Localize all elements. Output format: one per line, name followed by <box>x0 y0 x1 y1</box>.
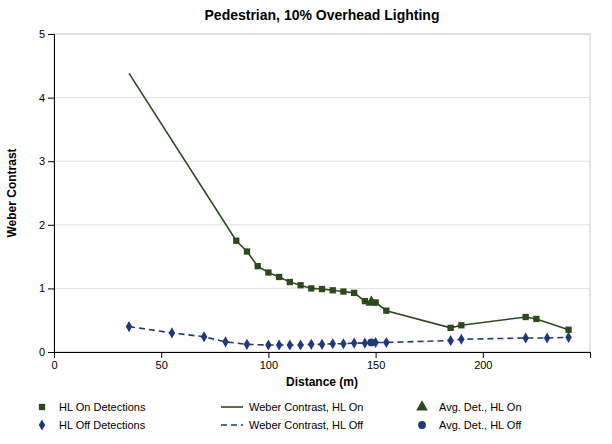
tick-label: 4 <box>39 92 45 104</box>
x-axis-title: Distance (m) <box>286 375 358 389</box>
tick-mark <box>48 98 54 99</box>
marks <box>126 73 572 350</box>
legend-swatch <box>416 400 428 410</box>
tick-label: 2 <box>39 219 45 231</box>
grid <box>54 34 590 352</box>
legend: HL On Detections Weber Contrast, HL On Avg… <box>39 400 523 431</box>
tick: 0 <box>51 352 57 371</box>
tick-label: 3 <box>39 155 45 167</box>
plot-frame <box>54 34 590 352</box>
tick-label: 5 <box>39 28 45 40</box>
tick: 50 <box>156 352 168 371</box>
legend-item: HL Off Detections <box>39 419 146 431</box>
legend-item: Avg. Det., HL Off <box>418 419 522 431</box>
legend-swatch <box>39 419 45 430</box>
chart: 0 50 100 150 200 0 1 2 3 4 5 Pedestrian, 10% Overhe… <box>0 0 612 444</box>
legend-label: HL Off Detections <box>59 419 146 431</box>
axis-line <box>48 35 55 353</box>
tick: 3 <box>39 155 54 167</box>
grid-line <box>54 161 590 162</box>
legend-item: Avg. Det., HL On <box>416 400 521 413</box>
legend-label: Avg. Det., HL On <box>439 401 522 413</box>
legend-label: Weber Contrast, HL Off <box>249 419 364 431</box>
tick: 0 <box>39 346 54 358</box>
line <box>129 327 569 345</box>
tick: 100 <box>260 352 278 371</box>
title: Pedestrian, 10% Overhead Lighting <box>205 7 440 23</box>
tick-mark <box>48 34 54 35</box>
y-axis: 0 1 2 3 4 5 <box>39 28 55 358</box>
legend-swatch <box>221 406 243 408</box>
tick-label: 200 <box>474 359 492 371</box>
legend-swatch <box>221 424 243 426</box>
y-axis-title: Weber Contrast <box>5 148 19 237</box>
legend-label: Avg. Det., HL Off <box>439 419 522 431</box>
tick-mark <box>48 352 54 353</box>
tick-label: 100 <box>260 359 278 371</box>
grid-line <box>54 97 590 98</box>
tick-mark <box>268 352 269 358</box>
tick: 150 <box>367 352 385 371</box>
legend-label: HL On Detections <box>59 401 146 413</box>
point <box>365 296 377 306</box>
tick-mark <box>376 352 377 358</box>
tick-mark <box>48 161 54 162</box>
legend-swatch <box>39 404 45 410</box>
tick-mark <box>483 352 484 358</box>
tick-label: 0 <box>39 346 45 358</box>
legend-item: HL On Detections <box>39 401 146 413</box>
tick-label: 150 <box>367 359 385 371</box>
legend-item: Weber Contrast, HL On <box>221 401 363 413</box>
point <box>367 339 375 347</box>
tick-label: 50 <box>156 359 168 371</box>
legend-item: Weber Contrast, HL Off <box>221 419 364 431</box>
tick: 5 <box>39 28 54 40</box>
legend-label: Weber Contrast, HL On <box>249 401 363 413</box>
plot: 0 50 100 150 200 0 1 2 3 4 5 <box>39 28 591 371</box>
line <box>129 73 569 329</box>
tick: 2 <box>39 219 54 231</box>
tick-mark <box>48 288 54 289</box>
tick-label: 0 <box>51 359 57 371</box>
grid-line <box>54 224 590 225</box>
legend-swatch <box>418 421 426 429</box>
x-axis: 0 50 100 150 200 <box>51 352 590 371</box>
tick: 1 <box>39 282 54 294</box>
tick-label: 1 <box>39 282 45 294</box>
tick: 200 <box>474 352 492 371</box>
tick-mark <box>161 352 162 358</box>
tick-mark <box>48 225 54 226</box>
axis-line <box>55 353 591 359</box>
tick: 4 <box>39 92 54 104</box>
